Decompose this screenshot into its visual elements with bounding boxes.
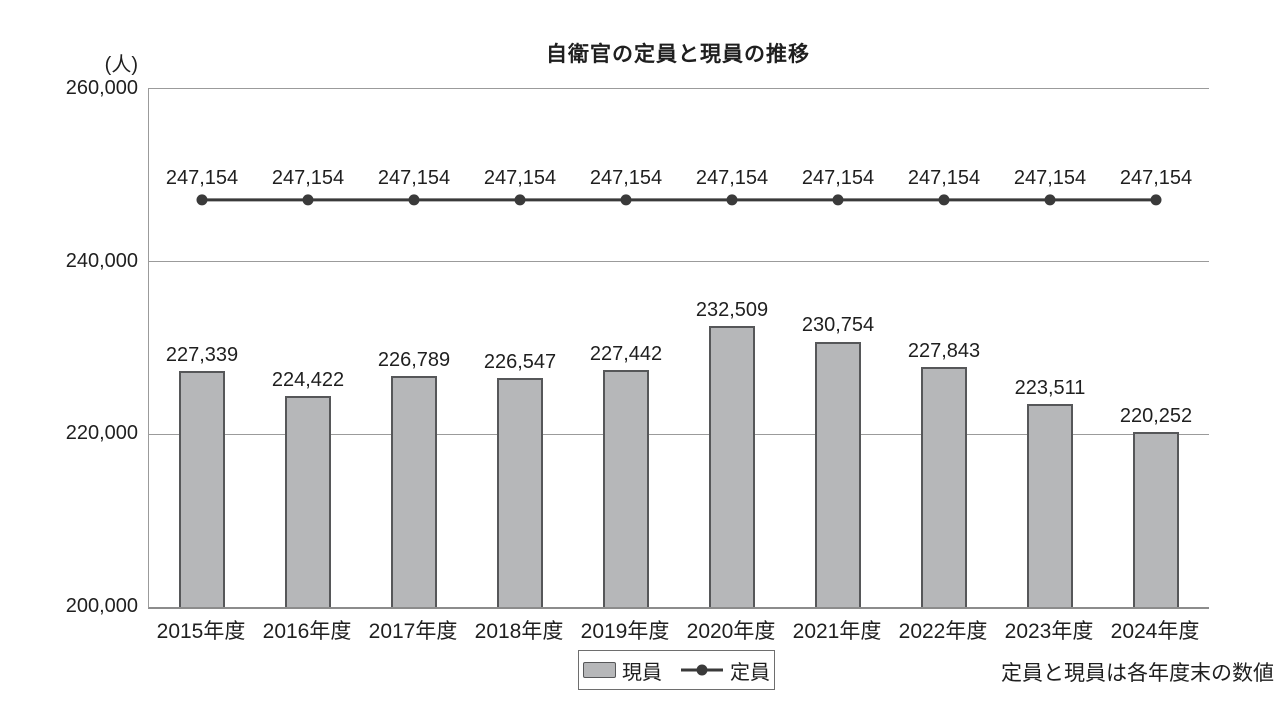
x-tick-label-2019: 2019年度 [580,620,670,643]
line-point-2017 [408,194,420,206]
gridline-220000 [149,433,1209,435]
line-series [196,194,1162,206]
line-point-2015 [196,194,208,206]
bar-value-label-2024: 220,252 [1119,405,1193,428]
bar-value-label-2022: 227,843 [907,339,981,362]
line-value-label-2018: 247,154 [483,166,557,189]
bar-value-label-2020: 232,509 [695,299,769,322]
line-value-label-2022: 247,154 [907,166,981,189]
x-tick-label-2021: 2021年度 [792,620,882,643]
line-value-label-2020: 247,154 [695,166,769,189]
x-tick-label-2015: 2015年度 [156,620,246,643]
bar-value-label-2015: 227,339 [165,343,239,366]
line-point-2024 [1150,194,1162,206]
y-tick-label-200000: 200,000 [65,595,138,617]
x-tick-label-2017: 2017年度 [368,620,458,643]
line-value-label-2024: 247,154 [1119,166,1193,189]
gridline-240000 [149,261,1209,263]
bar-2020 [709,326,755,607]
bar-2023 [1027,404,1073,607]
chart-title: 自衛官の定員と現員の推移 [546,43,810,66]
line-value-label-2021: 247,154 [801,166,875,189]
bar-legend-swatch-icon [583,662,616,678]
bar-value-label-2016: 224,422 [271,369,345,392]
line-value-label-2016: 247,154 [271,166,345,189]
line-legend-icon [681,664,723,676]
y-tick-label-220000: 220,000 [65,422,138,445]
line-point-2018 [514,194,526,206]
plot-area: 227,339 224,422 226,789 226,547 227,442 232,5… [148,88,1209,609]
bar-value-label-2018: 226,547 [483,350,557,373]
bar-value-label-2019: 227,442 [589,343,663,366]
y-tick-label-240000: 240,000 [65,249,138,272]
bar-2024 [1133,432,1179,607]
x-tick-label-2018: 2018年度 [474,620,564,643]
bar-2015 [179,370,225,607]
bar-2022 [921,366,967,607]
x-tick-label-2023: 2023年度 [1004,620,1094,643]
x-tick-label-2024: 2024年度 [1110,620,1200,643]
legend: 現員 定員 [578,650,775,690]
footnote: 定員と現員は各年度末の数値 [1001,662,1274,685]
line-point-2016 [302,194,314,206]
x-tick-label-2016: 2016年度 [262,620,352,643]
bar-value-label-2021: 230,754 [801,314,875,337]
line-value-label-2019: 247,154 [589,166,663,189]
legend-label-actual: 現員 [622,661,662,684]
line-value-label-2023: 247,154 [1013,166,1087,189]
y-axis-unit-label: (人) [104,54,138,76]
bar-2016 [285,396,331,607]
x-tick-label-2020: 2020年度 [686,620,776,643]
line-point-2021 [832,194,844,206]
bar-2017 [391,375,437,607]
bar-value-label-2023: 223,511 [1014,377,1086,400]
bar-value-label-2017: 226,789 [377,348,451,371]
line-point-2020 [726,194,738,206]
line-point-2019 [620,194,632,206]
bar-2021 [815,341,861,607]
line-point-2022 [938,194,950,206]
y-tick-label-260000: 260,000 [65,77,138,99]
line-value-label-2015: 247,154 [165,166,239,189]
legend-label-authorized: 定員 [730,661,770,684]
x-tick-label-2022: 2022年度 [898,620,988,643]
bar-2019 [603,370,649,607]
line-value-label-2017: 247,154 [377,166,451,189]
bar-2018 [497,377,543,607]
line-point-2023 [1044,194,1056,206]
